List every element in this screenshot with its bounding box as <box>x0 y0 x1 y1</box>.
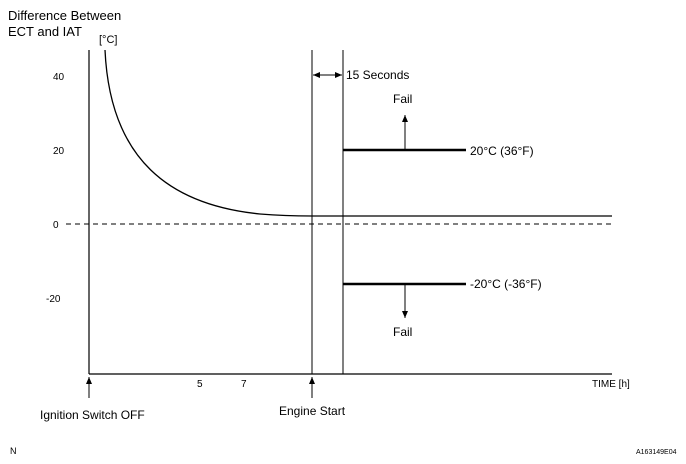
upper-threshold-label: 20°C (36°F) <box>470 144 534 158</box>
chart-title-line1: Difference Between <box>8 8 121 23</box>
engine-start-label: Engine Start <box>279 404 346 418</box>
x-axis-label: TIME [h] <box>592 379 630 390</box>
ignition-off-label: Ignition Switch OFF <box>40 408 145 422</box>
lower-threshold-label: -20°C (-36°F) <box>470 277 542 291</box>
temperature-difference-curve <box>104 49 313 217</box>
y-tick-label: 40 <box>53 72 65 83</box>
interval-label: 15 Seconds <box>346 68 409 82</box>
y-tick-label: -20 <box>46 294 61 305</box>
corner-letter: N <box>10 446 17 456</box>
fail-lower-label: Fail <box>393 325 412 339</box>
fail-upper-label: Fail <box>393 92 412 106</box>
chart-title-line2: ECT and IAT <box>8 24 82 39</box>
y-axis-unit: [°C] <box>99 34 117 46</box>
figure-code: A163149E04 <box>636 449 677 456</box>
x-tick-label: 7 <box>241 379 247 390</box>
x-tick-label: 5 <box>197 379 203 390</box>
y-tick-label: 0 <box>53 220 59 231</box>
y-tick-label: 20 <box>53 146 65 157</box>
